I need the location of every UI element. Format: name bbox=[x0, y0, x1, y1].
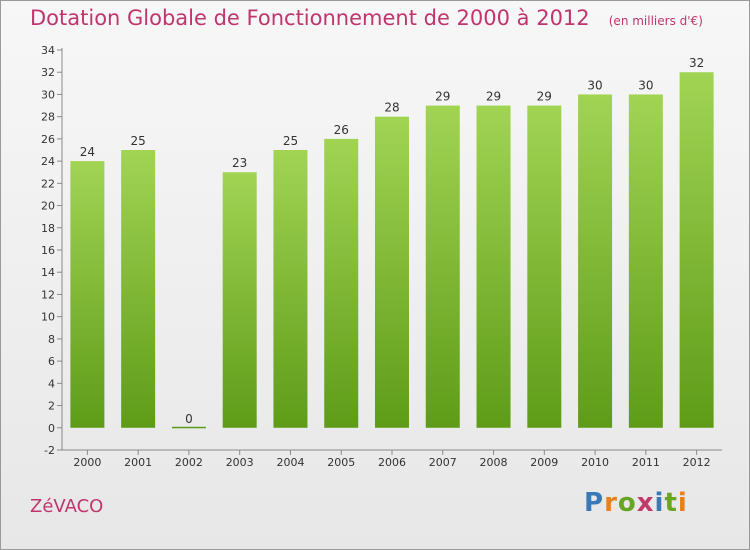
y-tick-label: 18 bbox=[41, 222, 55, 235]
title-text: Dotation Globale de Fonctionnement de 20… bbox=[30, 6, 590, 30]
data-label-2012: 32 bbox=[689, 56, 704, 70]
bar-2000 bbox=[70, 161, 105, 428]
bar-2011 bbox=[628, 94, 663, 428]
x-tick-label: 2007 bbox=[429, 456, 457, 469]
y-tick-label: 34 bbox=[41, 44, 55, 57]
y-tick-label: 6 bbox=[48, 355, 55, 368]
data-label-2005: 26 bbox=[334, 123, 349, 137]
logo-letter: x bbox=[636, 488, 655, 518]
bar-2006 bbox=[375, 116, 409, 428]
data-label-2001: 25 bbox=[131, 134, 146, 148]
y-tick-label: 0 bbox=[48, 422, 55, 435]
x-tick-label: 2001 bbox=[124, 456, 152, 469]
x-tick-label: 2000 bbox=[73, 456, 101, 469]
bar-2012 bbox=[679, 72, 714, 428]
bar-2004 bbox=[273, 150, 308, 428]
data-label-2002: 0 bbox=[185, 412, 193, 426]
bar-2005 bbox=[324, 138, 359, 428]
y-tick-label: 10 bbox=[41, 311, 55, 324]
x-tick-label: 2004 bbox=[276, 456, 304, 469]
x-tick-label: 2002 bbox=[175, 456, 203, 469]
y-tick-label: 2 bbox=[48, 400, 55, 413]
bar-2002 bbox=[171, 426, 206, 429]
logo-letter: i bbox=[677, 488, 688, 518]
data-label-2000: 24 bbox=[80, 145, 95, 159]
x-tick-label: 2005 bbox=[327, 456, 355, 469]
y-tick-label: 8 bbox=[48, 333, 55, 346]
data-label-2011: 30 bbox=[638, 78, 653, 92]
y-tick-label: 32 bbox=[41, 66, 55, 79]
y-tick-label: 22 bbox=[41, 177, 55, 190]
bar-2001 bbox=[121, 150, 156, 428]
logo-letter: r bbox=[604, 488, 618, 518]
bar-2009 bbox=[527, 105, 562, 428]
x-tick-label: 2008 bbox=[480, 456, 508, 469]
data-label-2010: 30 bbox=[587, 78, 602, 92]
data-label-2007: 29 bbox=[435, 90, 450, 104]
y-tick-label: 4 bbox=[48, 377, 55, 390]
y-tick-label: 24 bbox=[41, 155, 55, 168]
bar-2007 bbox=[425, 105, 460, 428]
logo-letter: o bbox=[617, 488, 637, 518]
data-label-2009: 29 bbox=[537, 90, 552, 104]
x-tick-label: 2009 bbox=[530, 456, 558, 469]
data-label-2003: 23 bbox=[232, 156, 247, 170]
y-tick-label: 26 bbox=[41, 133, 55, 146]
commune-name: ZéVACO bbox=[30, 496, 104, 517]
y-tick-label: -2 bbox=[44, 444, 55, 457]
bar-2003 bbox=[222, 172, 257, 428]
logo-letter: P bbox=[584, 488, 605, 518]
y-tick-label: 20 bbox=[41, 200, 55, 213]
bar-2008 bbox=[476, 105, 511, 428]
data-label-2004: 25 bbox=[283, 134, 298, 148]
bar-2010 bbox=[578, 94, 613, 428]
y-tick-label: 16 bbox=[41, 244, 55, 257]
x-tick-label: 2010 bbox=[581, 456, 609, 469]
y-tick-label: 12 bbox=[41, 288, 55, 301]
x-tick-label: 2006 bbox=[378, 456, 406, 469]
logo-letter: t bbox=[664, 488, 678, 518]
y-tick-label: 14 bbox=[41, 266, 55, 279]
y-tick-label: 28 bbox=[41, 111, 55, 124]
y-tick-label: 30 bbox=[41, 88, 55, 101]
logo-letter: i bbox=[654, 488, 665, 518]
proxiti-logo: Proxiti bbox=[584, 488, 688, 518]
x-tick-label: 2003 bbox=[226, 456, 254, 469]
x-tick-label: 2011 bbox=[632, 456, 660, 469]
x-tick-label: 2012 bbox=[683, 456, 711, 469]
chart-title: Dotation Globale de Fonctionnement de 20… bbox=[30, 6, 703, 30]
unit-note: (en milliers d'€) bbox=[608, 14, 703, 28]
data-label-2008: 29 bbox=[486, 90, 501, 104]
data-label-2006: 28 bbox=[384, 101, 399, 115]
